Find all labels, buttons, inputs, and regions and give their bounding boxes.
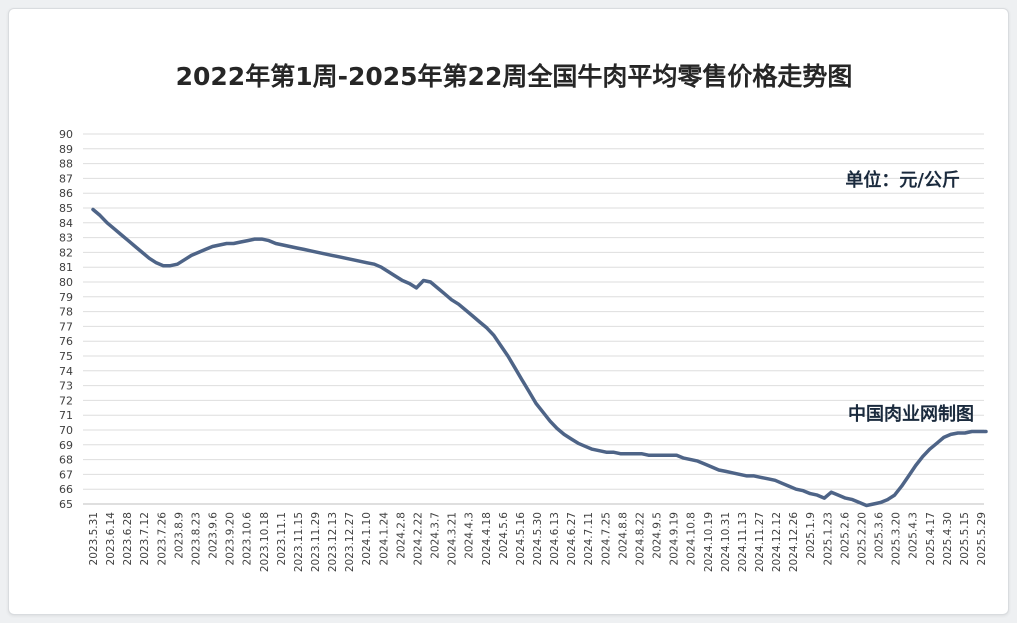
x-tick-label: 2023.7.26 (156, 512, 168, 566)
x-tick-label: 2024.5.6 (498, 512, 510, 559)
x-tick-label: 2024.6.27 (566, 512, 578, 565)
y-tick-label: 73 (59, 380, 73, 393)
x-tick-label: 2025.2.6 (839, 512, 851, 559)
y-tick-label: 90 (59, 128, 73, 141)
x-tick-label: 2024.3.7 (430, 512, 442, 559)
y-tick-label: 77 (59, 320, 73, 333)
x-tick-label: 2025.3.6 (874, 512, 886, 559)
y-tick-label: 80 (59, 276, 73, 289)
y-tick-label: 88 (59, 158, 73, 171)
y-tick-label: 79 (59, 291, 73, 304)
y-tick-label: 82 (59, 246, 73, 259)
x-tick-label: 2024.12.12 (771, 512, 783, 572)
x-tick-label: 2023.11.29 (310, 512, 322, 572)
price-series-line (91, 207, 988, 508)
y-tick-label: 68 (59, 454, 73, 467)
x-tick-label: 2023.12.27 (344, 512, 356, 572)
x-tick-label: 2024.7.11 (583, 512, 595, 565)
y-tick-label: 76 (59, 335, 73, 348)
x-tick-label: 2025.5.29 (976, 512, 988, 565)
y-tick-label: 84 (59, 217, 73, 230)
x-tick-label: 2023.11.15 (293, 512, 305, 572)
y-tick-label: 67 (59, 468, 73, 481)
x-tick-label: 2024.5.30 (532, 512, 544, 565)
x-tick-label: 2023.10.18 (259, 512, 271, 572)
x-tick-label: 2024.9.5 (652, 512, 664, 559)
y-tick-label: 69 (59, 439, 73, 452)
x-tick-label: 2023.9.20 (225, 512, 237, 565)
x-tick-label: 2025.4.30 (942, 512, 954, 565)
x-tick-label: 2023.5.31 (88, 512, 100, 565)
gridlines (83, 133, 984, 505)
y-tick-label: 65 (59, 498, 73, 511)
unit-label: 单位：元/公斤 (845, 169, 960, 191)
x-tick-label: 2024.1.10 (361, 512, 373, 565)
x-tick-label: 2025.3.20 (891, 512, 903, 565)
x-tick-label: 2024.10.8 (686, 512, 698, 565)
y-tick-label: 89 (59, 143, 73, 156)
chart-title: 2022年第1周-2025年第22周全国牛肉平均零售价格走势图 (176, 62, 853, 91)
y-tick-label: 81 (59, 261, 73, 274)
x-tick-label: 2024.9.19 (669, 512, 681, 565)
chart-card: 2022年第1周-2025年第22周全国牛肉平均零售价格走势图 65 66 67 68… (8, 8, 1009, 615)
x-tick-label: 2025.1.23 (822, 512, 834, 565)
x-tick-label: 2024.11.13 (737, 512, 749, 572)
y-tick-label: 70 (59, 424, 73, 437)
x-tick-label: 2024.8.22 (634, 512, 646, 565)
x-tick-label: 2024.11.27 (754, 512, 766, 572)
x-tick-label: 2023.8.23 (190, 512, 202, 565)
x-tick-label: 2023.12.13 (327, 512, 339, 572)
x-tick-label: 2025.4.17 (925, 512, 937, 565)
y-tick-label: 78 (59, 306, 73, 319)
x-tick-label: 2023.6.14 (105, 512, 117, 566)
x-axis-ticks: 2023.5.31 2023.6.14 2023.6.28 2023.7.12 2023… (88, 512, 988, 572)
y-tick-label: 86 (59, 187, 73, 200)
x-tick-label: 2024.10.31 (720, 512, 732, 572)
y-tick-label: 74 (59, 365, 73, 378)
x-tick-label: 2025.4.3 (908, 512, 920, 559)
x-tick-label: 2024.5.16 (515, 512, 527, 566)
x-tick-label: 2025.1.9 (805, 512, 817, 559)
x-tick-label: 2024.2.8 (395, 512, 407, 559)
y-tick-label: 75 (59, 350, 73, 363)
x-tick-label: 2024.1.24 (378, 512, 390, 566)
x-tick-label: 2024.3.21 (447, 512, 459, 565)
x-tick-label: 2023.10.6 (242, 512, 254, 566)
x-tick-label: 2023.11.1 (276, 512, 288, 565)
x-tick-label: 2025.5.15 (959, 512, 971, 565)
x-tick-label: 2024.2.22 (412, 512, 424, 565)
x-tick-label: 2025.2.20 (856, 512, 868, 565)
x-tick-label: 2024.7.25 (600, 512, 612, 565)
y-tick-label: 83 (59, 232, 73, 245)
y-tick-label: 87 (59, 172, 73, 185)
x-tick-label: 2023.9.6 (208, 512, 220, 559)
x-tick-label: 2024.12.26 (788, 512, 800, 572)
x-tick-label: 2024.10.19 (703, 512, 715, 572)
line-chart: 2022年第1周-2025年第22周全国牛肉平均零售价格走势图 65 66 6768… (59, 62, 988, 572)
series-layer (91, 207, 988, 508)
x-tick-label: 2024.4.18 (481, 512, 493, 565)
x-tick-label: 2024.8.8 (617, 512, 629, 559)
x-tick-label: 2023.6.28 (122, 512, 134, 565)
x-tick-label: 2023.7.12 (139, 512, 151, 565)
x-tick-label: 2024.6.13 (549, 512, 561, 565)
source-label: 中国肉业网制图 (848, 403, 974, 425)
y-tick-label: 72 (59, 394, 73, 407)
x-tick-label: 2024.4.3 (464, 512, 476, 559)
y-tick-label: 66 (59, 483, 73, 496)
y-tick-label: 85 (59, 202, 73, 215)
x-tick-label: 2023.8.9 (173, 512, 185, 559)
y-tick-label: 71 (59, 409, 73, 422)
